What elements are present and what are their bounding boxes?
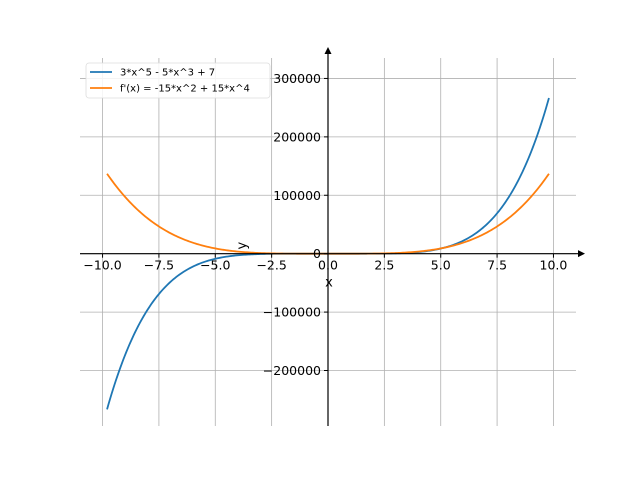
tick-labels: −10.0 −7.5 −5.0 −2.5 0.0 2.5 5.0 7.5 10.0 −200000… (83, 71, 567, 378)
x-tick-label-7: 7.5 (487, 258, 507, 273)
y-tick-label-1: −100000 (263, 305, 321, 320)
y-tick-label-5: 300000 (273, 71, 321, 86)
legend-label-0: 3*x^5 - 5*x^3 + 7 (120, 68, 215, 79)
x-tick-label-4: 0.0 (318, 258, 338, 273)
y-tick-label-2: 0 (313, 246, 321, 261)
legend: 3*x^5 - 5*x^3 + 7 f'(x) = -15*x^2 + 15*x^… (85, 62, 271, 99)
x-tick-label-6: 5.0 (431, 258, 451, 273)
x-tick-label-1: −7.5 (144, 258, 174, 273)
x-axis-label: x (325, 276, 333, 291)
x-tick-label-2: −5.0 (200, 258, 230, 273)
x-tick-label-5: 2.5 (374, 258, 394, 273)
axes (80, 47, 585, 426)
y-axis-arrow (324, 47, 332, 54)
x-tick-label-3: −2.5 (256, 258, 286, 273)
x-tick-label-0: −10.0 (83, 258, 121, 273)
y-axis-label: y (235, 242, 250, 250)
legend-label-1: f'(x) = -15*x^2 + 15*x^4 (120, 84, 250, 95)
legend-box (85, 62, 271, 99)
y-tick-label-4: 200000 (273, 129, 321, 144)
y-tick-label-3: 100000 (273, 188, 321, 203)
x-axis-arrow (578, 250, 585, 258)
y-tick-label-0: −200000 (263, 363, 321, 378)
x-tick-label-8: 10.0 (540, 258, 568, 273)
